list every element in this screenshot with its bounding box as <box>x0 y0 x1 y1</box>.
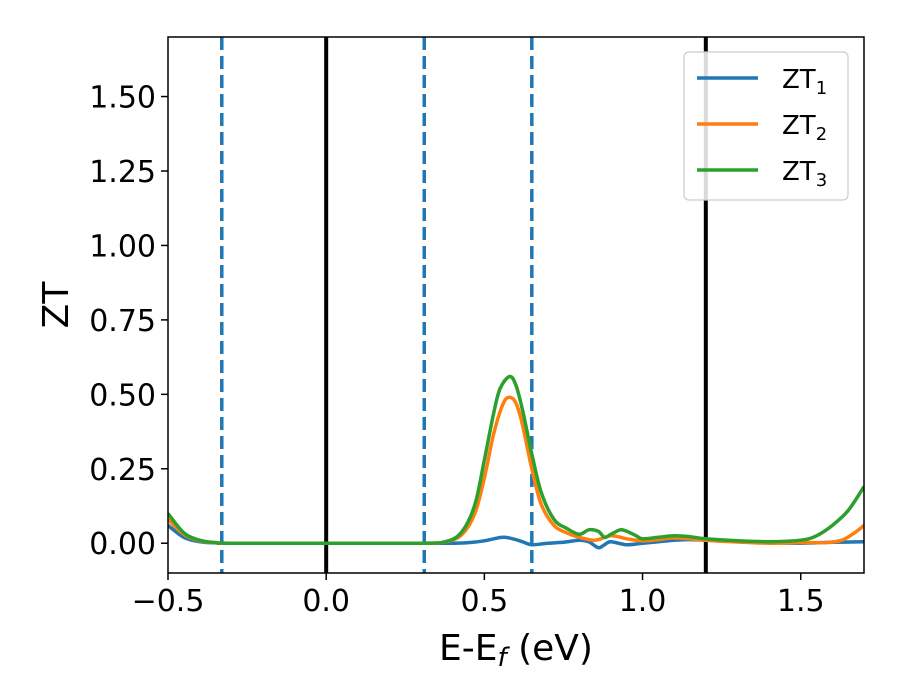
series-line-2 <box>168 395 864 546</box>
y-tick-label: 0.50 <box>89 378 156 413</box>
plot-frame <box>167 36 865 574</box>
x-axis-ticks: −0.5 0.0 0.5 1.0 1.5 <box>132 573 825 619</box>
y-axis-label: ZT <box>36 281 77 329</box>
x-tick-label: 1.5 <box>777 584 825 619</box>
y-tick-label: 0.75 <box>89 304 156 339</box>
x-label-unit: (eV) <box>507 628 593 669</box>
y-tick-label: 1.00 <box>89 229 156 264</box>
legend-box <box>683 51 849 201</box>
data-series <box>168 374 864 550</box>
series-line-3 <box>168 374 864 546</box>
legend-subscript: 2 <box>816 124 827 145</box>
x-tick-label: 0.5 <box>461 584 509 619</box>
legend-subscript: 1 <box>816 78 827 99</box>
y-tick-label: 1.25 <box>89 155 156 190</box>
x-tick-label: −0.5 <box>132 584 205 619</box>
vertical-reference-lines <box>220 37 708 573</box>
y-tick-label: 1.50 <box>89 81 156 116</box>
x-axis-label: E-Ef (eV) <box>439 628 593 673</box>
x-tick-label: 0.0 <box>302 584 350 619</box>
legend-subscript: 3 <box>816 170 827 191</box>
y-axis-ticks: 0.00 0.25 0.50 0.75 1.00 1.25 1.50 <box>89 81 168 562</box>
y-tick-label: 0.00 <box>89 527 156 562</box>
x-tick-label: 1.0 <box>619 584 667 619</box>
y-tick-label: 0.25 <box>89 453 156 488</box>
